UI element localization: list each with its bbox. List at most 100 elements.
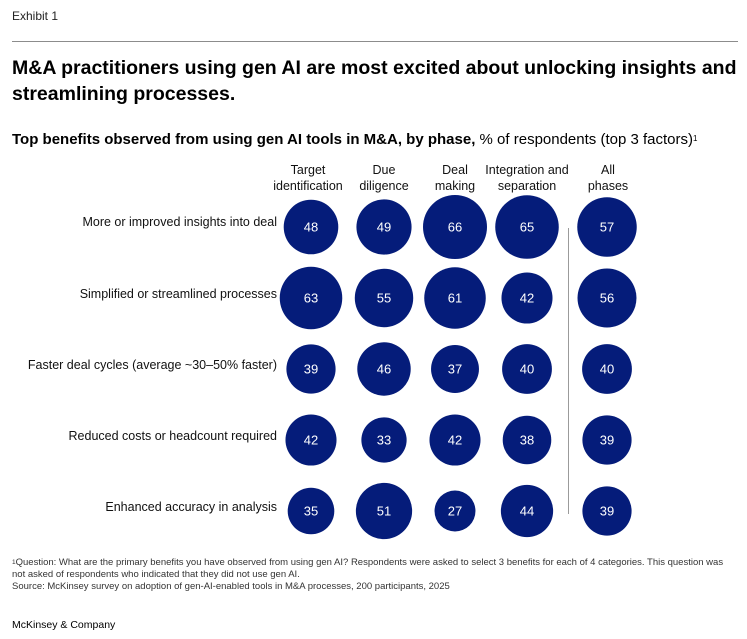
bubble — [582, 344, 632, 394]
bubble — [577, 268, 637, 328]
brand-name: McKinsey & Company — [12, 619, 116, 631]
footnote-marker: 1 — [12, 559, 16, 566]
exhibit-label: Exhibit 1 — [12, 9, 59, 23]
bubble-value-label: 55 — [377, 291, 391, 306]
bubble-r0-c1: 49 — [356, 199, 412, 255]
bubble-r3-c1: 33 — [361, 417, 407, 463]
row-label-streamlined: Simplified or streamlined processes — [79, 287, 277, 301]
subtitle-note-marker: 1 — [693, 134, 698, 143]
bubble-r3-c0: 42 — [285, 414, 337, 466]
bubble-r0-c2: 66 — [423, 195, 487, 259]
bubble — [577, 197, 637, 257]
bubble-r1-c3: 42 — [501, 272, 553, 324]
bubble — [429, 414, 481, 466]
footnote-question: 1Question: What are the primary benefits… — [12, 557, 737, 581]
bubble-value-label: 35 — [304, 504, 318, 519]
column-header-line: making — [434, 179, 476, 193]
column-header-due-diligence: Due diligence — [334, 162, 434, 194]
footnote-question-text: Question: What are the primary benefits … — [12, 557, 724, 580]
bubble-r3-c3: 38 — [502, 415, 552, 465]
column-header-all-phases: All phases — [558, 162, 658, 194]
bubble-r0-c4: 57 — [577, 197, 637, 257]
bubble-value-label: 49 — [377, 220, 391, 235]
bubble-r2-c4: 40 — [582, 344, 632, 394]
bubble-value-label: 39 — [600, 433, 614, 448]
bubble-r4-c1: 51 — [355, 482, 413, 540]
column-header-integration-separation: Integration and separation — [477, 162, 577, 194]
bubble-value-label: 27 — [448, 504, 462, 519]
bubble — [500, 484, 554, 538]
column-header-line: diligence — [359, 179, 409, 193]
bubble-r0-c3: 65 — [495, 195, 559, 259]
bubble-r4-c0: 35 — [287, 487, 335, 535]
bubble — [283, 199, 339, 255]
bubble — [279, 266, 343, 330]
chart-subtitle: Top benefits observed from using gen AI … — [12, 130, 742, 150]
headline: M&A practitioners using gen AI are most … — [12, 57, 737, 105]
bubble-r2-c2: 37 — [431, 345, 479, 393]
bubble-value-label: 40 — [520, 362, 534, 377]
bubble-r1-c1: 55 — [354, 268, 414, 328]
bubble-r2-c3: 40 — [502, 344, 552, 394]
subtitle-unit: % of respondents (top 3 factors) — [479, 131, 693, 148]
bubble-r3-c4: 39 — [582, 415, 632, 465]
bubble — [285, 414, 337, 466]
bubble — [286, 344, 336, 394]
bubble-r2-c0: 39 — [286, 344, 336, 394]
column-header-line: phases — [587, 179, 629, 193]
column-header-line: identification — [273, 179, 343, 193]
bubble — [502, 415, 552, 465]
bubble-r4-c4: 39 — [582, 486, 632, 536]
bubble-r3-c2: 42 — [429, 414, 481, 466]
bubble-value-label: 48 — [304, 220, 318, 235]
column-header-line: Integration and — [485, 163, 569, 177]
bubble — [357, 342, 411, 396]
bubble — [287, 487, 335, 535]
bubble-value-label: 33 — [377, 433, 391, 448]
column-header-line: separation — [497, 179, 557, 193]
bubble-value-label: 44 — [520, 504, 534, 519]
column-header-line: All — [601, 163, 615, 177]
bubble — [431, 345, 479, 393]
bubble — [423, 195, 487, 259]
bubble — [502, 344, 552, 394]
bubble — [355, 482, 413, 540]
footnote-source: Source: McKinsey survey on adoption of g… — [12, 581, 450, 592]
bubble-r1-c0: 63 — [279, 266, 343, 330]
row-label-accuracy: Enhanced accuracy in analysis — [105, 500, 277, 514]
bubble-value-label: 63 — [304, 291, 318, 306]
bubble-value-label: 42 — [520, 291, 534, 306]
column-header-deal-making: Deal making — [405, 162, 505, 194]
bubble-r1-c2: 61 — [424, 267, 486, 329]
bubble — [495, 195, 559, 259]
bubble-value-label: 40 — [600, 362, 614, 377]
bubble-value-label: 56 — [600, 291, 614, 306]
bubble-value-label: 65 — [520, 220, 534, 235]
bubble-r4-c3: 44 — [500, 484, 554, 538]
bubble-r1-c4: 56 — [577, 268, 637, 328]
bubble-value-label: 66 — [448, 220, 462, 235]
bubble-r0-c0: 48 — [283, 199, 339, 255]
bubble-value-label: 61 — [448, 291, 462, 306]
top-divider — [12, 41, 738, 42]
bubble-value-label: 51 — [377, 504, 391, 519]
bubble — [361, 417, 407, 463]
footnote: 1Question: What are the primary benefits… — [12, 557, 737, 593]
column-header-line: Due — [372, 163, 396, 177]
bubble-value-label: 42 — [448, 433, 462, 448]
column-header-target-identification: Target identification — [258, 162, 358, 194]
bubble — [582, 415, 632, 465]
bubble-value-label: 39 — [600, 504, 614, 519]
bubble-r2-c1: 46 — [357, 342, 411, 396]
bubble-value-label: 57 — [600, 220, 614, 235]
column-header-line: Deal — [442, 163, 468, 177]
bubble-r4-c2: 27 — [434, 490, 476, 532]
row-label-insights: More or improved insights into deal — [82, 215, 277, 229]
bubble-value-label: 46 — [377, 362, 391, 377]
bubble-value-label: 42 — [304, 433, 318, 448]
row-label-faster-cycles: Faster deal cycles (average ~30–50% fast… — [27, 358, 277, 372]
row-label-reduced-costs: Reduced costs or headcount required — [68, 429, 277, 443]
bubble — [501, 272, 553, 324]
all-phases-divider — [568, 228, 569, 514]
